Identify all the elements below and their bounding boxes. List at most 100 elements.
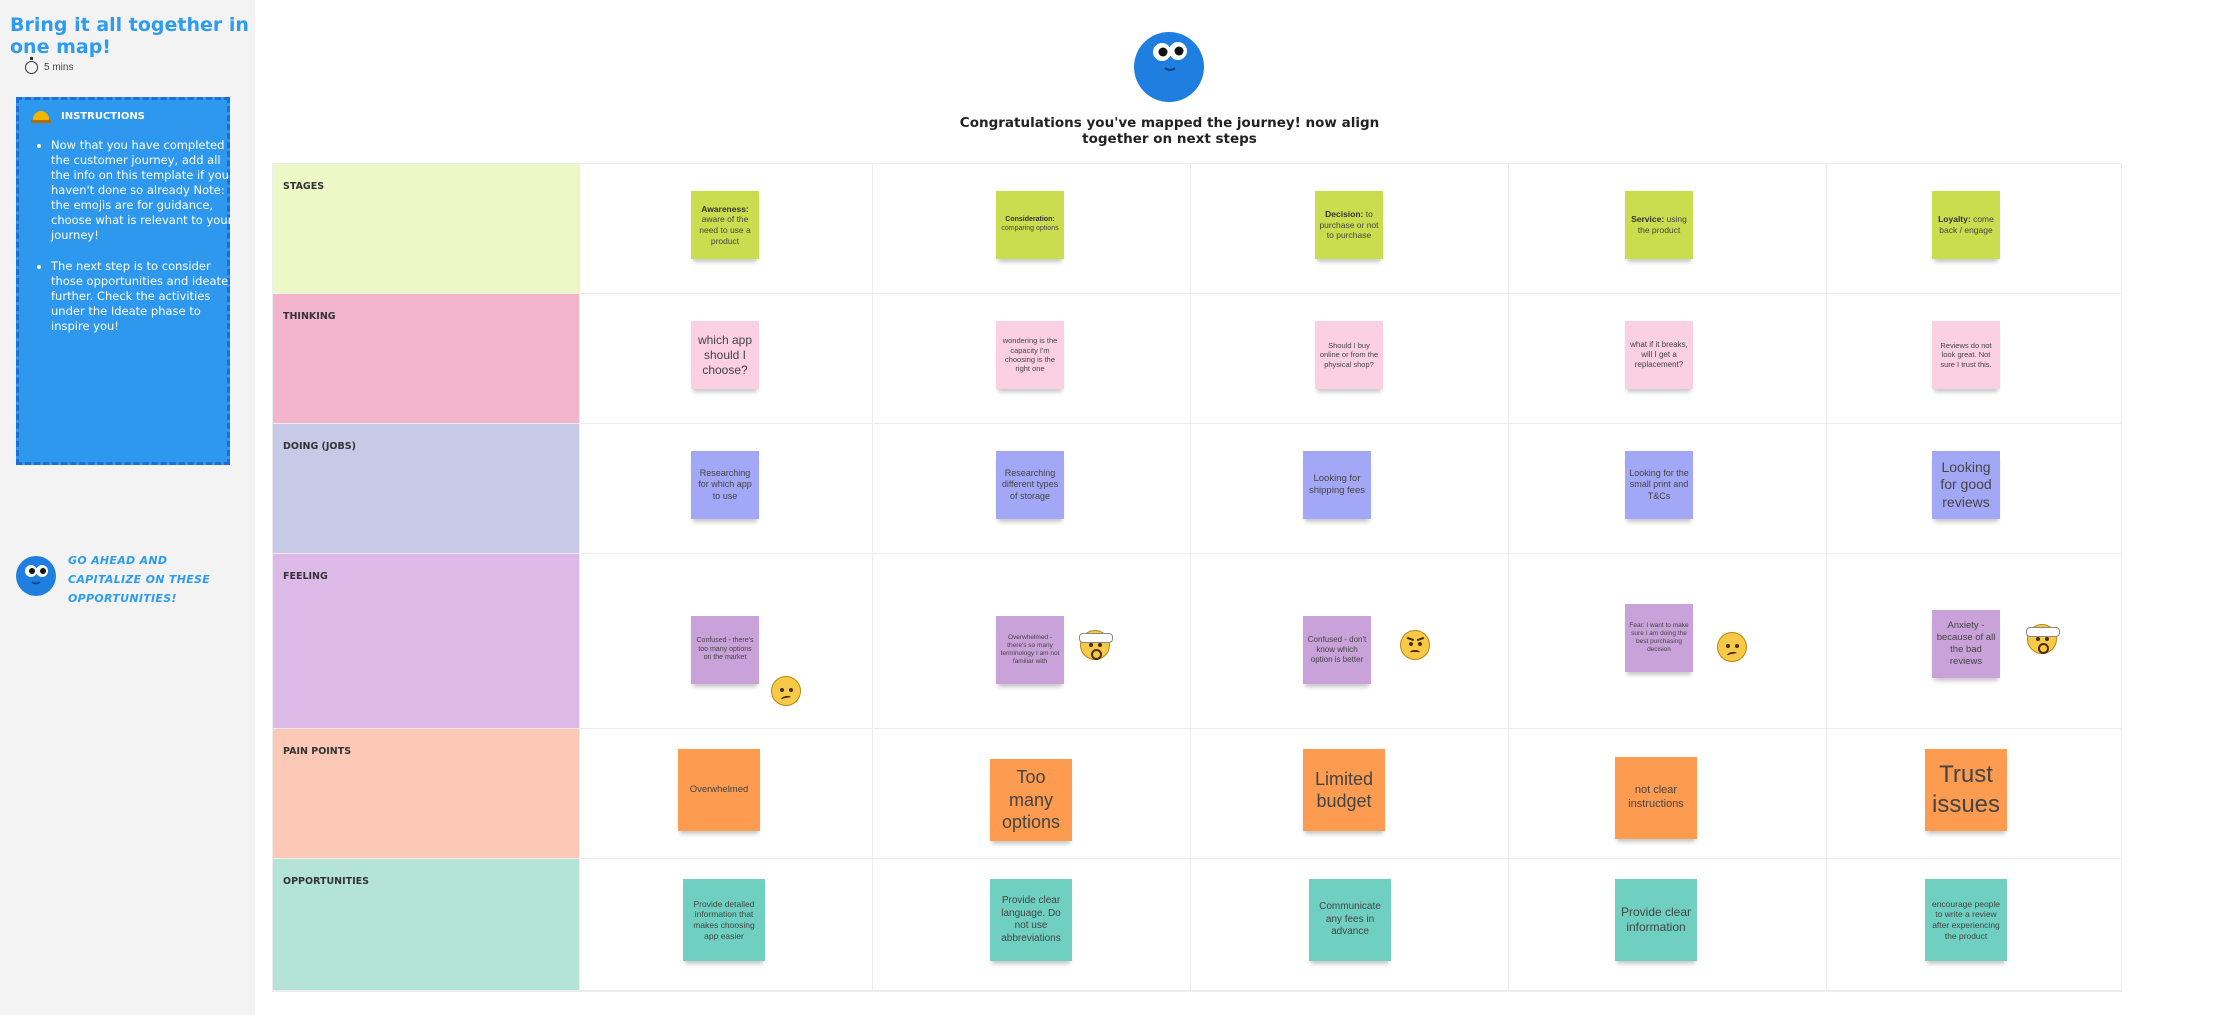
sticky-note-text: Reviews do not look great. Not sure I tr… xyxy=(1936,341,1996,369)
row-feeling: FEELING Confused - there's too many optio… xyxy=(273,554,2121,729)
sticky-note-body: Provide detailed information that makes … xyxy=(693,898,755,941)
sticky-note-text: Fear: I want to make sure I am doing the… xyxy=(1629,622,1689,655)
sticky-note-body: Provide clear language. Do not use abbre… xyxy=(1001,895,1061,944)
sticky-note-text: Provide clear language. Do not use abbre… xyxy=(994,895,1068,945)
sticky-note-body: Researching different types of storage xyxy=(1001,468,1059,501)
sticky-note-body: Anxiety - because of all the bad reviews xyxy=(1936,620,1996,667)
sticky-note[interactable]: Provide clear information xyxy=(1615,879,1697,961)
sticky-note[interactable]: not clear instructions xyxy=(1615,757,1697,839)
sticky-note-body: Overwhelmed - there's so many terminolog… xyxy=(1000,633,1060,666)
sticky-note[interactable]: Looking for the small print and T&Cs xyxy=(1625,451,1693,519)
sticky-note[interactable]: Researching for which app to use xyxy=(691,451,759,519)
sticky-note[interactable]: Confused - there's too many options on t… xyxy=(691,616,759,684)
column-divider xyxy=(1508,164,1509,991)
sticky-note[interactable]: Looking for shipping fees xyxy=(1303,451,1371,519)
sticky-note-text: not clear instructions xyxy=(1619,784,1693,812)
confused-emoji-icon[interactable] xyxy=(1717,632,1747,662)
shocked-emoji-icon[interactable] xyxy=(2026,624,2060,654)
column-divider xyxy=(1190,164,1191,991)
row-stages: STAGES Awareness: aware of the need to us… xyxy=(273,164,2121,294)
sticky-note-body: Trust issues xyxy=(1931,761,2001,818)
sticky-note-text: Consideration: comparing options xyxy=(1000,216,1060,234)
sticky-note-text: wondering is the capacity I'm choosing i… xyxy=(1000,336,1060,374)
sticky-note-text: Loyalty: come back / engage xyxy=(1936,214,1996,235)
sticky-note[interactable]: what if it breaks, will I get a replacem… xyxy=(1625,321,1693,389)
row-label-cell: FEELING xyxy=(273,554,579,728)
column-divider xyxy=(579,164,580,991)
instructions-header: INSTRUCTIONS xyxy=(31,108,145,124)
sticky-note-body: Limited budget xyxy=(1314,768,1374,812)
sticky-note[interactable]: Confused - don't know which option is be… xyxy=(1303,616,1371,684)
journey-canvas: Congratulations you've mapped the journe… xyxy=(272,0,2215,1015)
sticky-note[interactable]: Service: using the product xyxy=(1625,191,1693,259)
sticky-note[interactable]: Communicate any fees in advance xyxy=(1309,879,1391,961)
call-to-action: GO AHEAD AND CAPITALIZE ON THESE OPPORTU… xyxy=(68,554,211,605)
sticky-note[interactable]: Anxiety - because of all the bad reviews xyxy=(1932,610,2000,678)
sticky-note-body: Overwhelmed xyxy=(689,784,749,796)
sticky-note-text: which app should I choose? xyxy=(695,333,755,378)
panel-title: Bring it all together in one map! xyxy=(10,14,249,58)
sticky-note-text: Provide clear information xyxy=(1619,905,1693,935)
sticky-note-text: Anxiety - because of all the bad reviews xyxy=(1936,620,1996,668)
sticky-note[interactable]: Looking for good reviews xyxy=(1932,451,2000,519)
mascot-icon xyxy=(1134,32,1204,102)
sticky-note[interactable]: wondering is the capacity I'm choosing i… xyxy=(996,321,1064,389)
timer-label: 5 mins xyxy=(44,62,74,73)
sticky-note[interactable]: Fear: I want to make sure I am doing the… xyxy=(1625,604,1693,672)
angry-emoji-icon[interactable] xyxy=(1400,630,1430,660)
sticky-note[interactable]: Overwhelmed xyxy=(678,749,760,831)
sticky-note-text: Researching for which app to use xyxy=(695,468,755,502)
row-label-cell: THINKING xyxy=(273,294,579,423)
sticky-note[interactable]: Provide clear language. Do not use abbre… xyxy=(990,879,1072,961)
sticky-note-body: Researching for which app to use xyxy=(698,468,752,501)
sticky-note[interactable]: Limited budget xyxy=(1303,749,1385,831)
sticky-note-body: Looking for shipping fees xyxy=(1309,473,1365,496)
column-divider xyxy=(1826,164,1827,991)
row-label-cell: DOING (JOBS) xyxy=(273,424,579,553)
row-label: OPPORTUNITIES xyxy=(283,876,369,887)
instructions-card[interactable]: INSTRUCTIONS Now that you have completed… xyxy=(16,97,232,465)
sticky-note[interactable]: Reviews do not look great. Not sure I tr… xyxy=(1932,321,2000,389)
sticky-note-body: encourage people to write a review after… xyxy=(1931,898,2001,941)
sticky-note-text: Looking for good reviews xyxy=(1936,459,1996,512)
sticky-note-stage-name: Awareness: xyxy=(701,203,749,214)
row-label: PAIN POINTS xyxy=(283,746,352,757)
sticky-note-text: Overwhelmed xyxy=(690,784,749,796)
sticky-note[interactable]: Researching different types of storage xyxy=(996,451,1064,519)
row-label: FEELING xyxy=(283,571,328,582)
sticky-note-body: Confused - there's too many options on t… xyxy=(696,636,754,662)
sticky-note-stage-name: Loyalty: xyxy=(1938,214,1971,225)
instructions-list: Now that you have completed the customer… xyxy=(33,138,237,350)
sticky-note-body: not clear instructions xyxy=(1628,784,1684,810)
sticky-note-body: Communicate any fees in advance xyxy=(1319,901,1381,938)
confused-emoji-icon[interactable] xyxy=(771,676,801,706)
sticky-note-text: Awareness: aware of the need to use a pr… xyxy=(695,204,755,247)
sticky-note[interactable]: Should I buy online or from the physical… xyxy=(1315,321,1383,389)
sticky-note[interactable]: Provide detailed information that makes … xyxy=(683,879,765,961)
service-bell-icon xyxy=(31,108,51,124)
sticky-note[interactable]: encourage people to write a review after… xyxy=(1925,879,2007,961)
sticky-note-body: Fear: I want to make sure I am doing the… xyxy=(1629,621,1689,654)
shocked-emoji-icon[interactable] xyxy=(1079,630,1113,660)
sticky-note-body: Confused - don't know which option is be… xyxy=(1307,635,1367,664)
sticky-note-body: Provide clear information xyxy=(1620,905,1692,934)
sticky-note-body: aware of the need to use a product xyxy=(699,214,751,246)
sticky-note-stage-name: Consideration: xyxy=(1005,216,1055,224)
sticky-note[interactable]: Decision: to purchase or not to purchase xyxy=(1315,191,1383,259)
sticky-note-body: Looking for the small print and T&Cs xyxy=(1629,468,1689,501)
sticky-note-body: Too many options xyxy=(1001,767,1061,833)
sticky-note[interactable]: Overwhelmed - there's so many terminolog… xyxy=(996,616,1064,684)
row-label: THINKING xyxy=(283,311,336,322)
sticky-note[interactable]: which app should I choose? xyxy=(691,321,759,389)
sticky-note-text: Trust issues xyxy=(1929,760,2003,820)
sticky-note-text: Confused - don't know which option is be… xyxy=(1307,635,1367,665)
sticky-note[interactable]: Consideration: comparing options xyxy=(996,191,1064,259)
sticky-note[interactable]: Awareness: aware of the need to use a pr… xyxy=(691,191,759,259)
sticky-note-body: using the product xyxy=(1637,214,1687,235)
sticky-note-text: Limited budget xyxy=(1307,768,1381,813)
sticky-note[interactable]: Loyalty: come back / engage xyxy=(1932,191,2000,259)
sticky-note[interactable]: Trust issues xyxy=(1925,749,2007,831)
sticky-note-text: Communicate any fees in advance xyxy=(1313,901,1387,939)
sticky-note[interactable]: Too many options xyxy=(990,759,1072,841)
sticky-note-text: Service: using the product xyxy=(1629,214,1689,235)
